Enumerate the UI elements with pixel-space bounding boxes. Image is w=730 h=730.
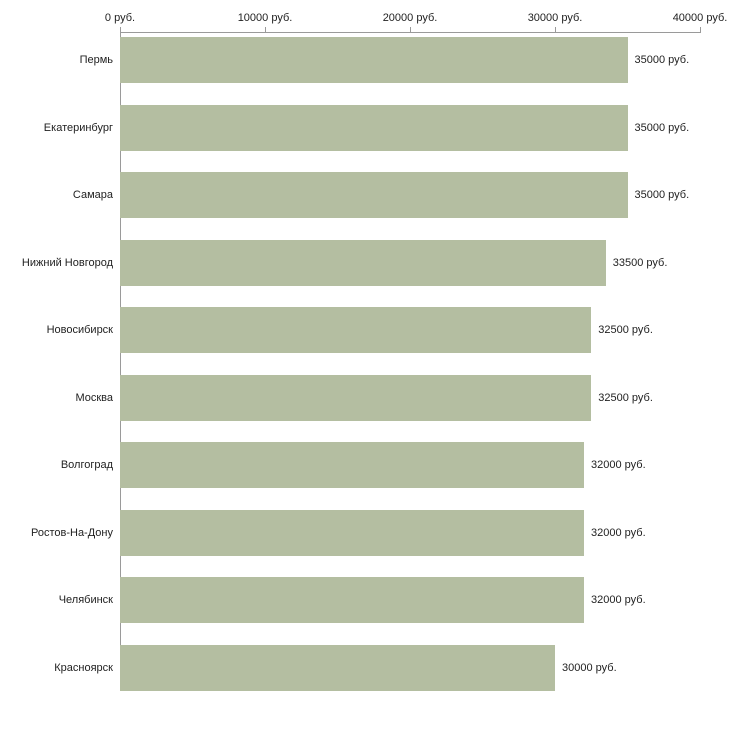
category-label: Нижний Новгород bbox=[21, 256, 113, 269]
value-label: 35000 руб. bbox=[634, 121, 690, 134]
bar bbox=[120, 577, 584, 623]
bar bbox=[120, 104, 628, 151]
value-label: 32500 руб. bbox=[598, 391, 653, 404]
category-label: Волгоград bbox=[60, 459, 113, 471]
value-label: 32500 руб. bbox=[598, 324, 653, 336]
value-label: 35000 руб. bbox=[634, 189, 690, 201]
x-axis-tick bbox=[700, 27, 701, 32]
x-axis-tick-label: 10000 руб. bbox=[237, 12, 293, 24]
value-label: 35000 руб. bbox=[634, 54, 690, 66]
category-label: Екатеринбург bbox=[43, 121, 113, 134]
bar bbox=[120, 644, 555, 691]
category-label: Москва bbox=[75, 391, 113, 404]
x-axis-tick-label: 20000 руб. bbox=[382, 12, 438, 24]
value-label: 32000 руб. bbox=[591, 594, 646, 606]
value-label: 33500 руб. bbox=[612, 256, 668, 269]
bar bbox=[120, 172, 628, 218]
x-axis-tick bbox=[410, 27, 411, 32]
value-label: 32000 руб. bbox=[591, 459, 646, 471]
x-axis-tick-label: 30000 руб. bbox=[527, 12, 583, 24]
bar bbox=[120, 509, 584, 556]
x-axis-tick bbox=[555, 27, 556, 32]
bar bbox=[120, 374, 592, 421]
y-axis-line bbox=[120, 32, 121, 691]
x-axis-tick bbox=[265, 27, 266, 32]
category-label: Ростов-На-Дону bbox=[30, 526, 113, 539]
category-label: Новосибирск bbox=[46, 324, 113, 336]
category-label: Самара bbox=[72, 189, 113, 201]
x-axis-tick bbox=[120, 27, 121, 32]
value-label: 30000 руб. bbox=[562, 661, 617, 674]
value-label: 32000 руб. bbox=[591, 526, 646, 539]
x-axis-tick-label: 0 руб. bbox=[104, 12, 136, 24]
category-label: Челябинск bbox=[58, 594, 113, 606]
bar bbox=[120, 239, 606, 286]
x-axis-line bbox=[120, 32, 701, 33]
bar bbox=[120, 442, 584, 488]
category-label: Пермь bbox=[79, 54, 113, 66]
bar bbox=[120, 37, 628, 83]
category-label: Красноярск bbox=[54, 661, 113, 674]
bar bbox=[120, 307, 592, 353]
x-axis-tick-label: 40000 руб. bbox=[672, 12, 728, 24]
